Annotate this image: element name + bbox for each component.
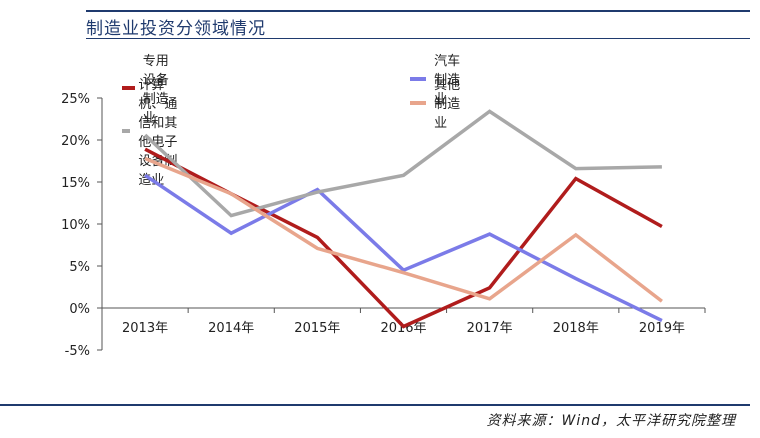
x-tick-label: 2018年: [553, 321, 599, 336]
legend-label-series-1: 汽车制造业: [434, 54, 461, 107]
y-tick-label: -5%: [65, 344, 90, 359]
legend-swatch-series-2: [122, 129, 131, 133]
legend-item-series-1: 汽车制造业: [410, 50, 465, 107]
legend-label-series-3: 其他制造业: [434, 78, 461, 131]
legend-item-series-0: 专用设备制造业: [122, 50, 177, 126]
title-bottom-rule: [86, 38, 750, 39]
series-line-3: [144, 156, 663, 303]
y-tick-label: 20%: [61, 134, 90, 149]
series-line-1: [144, 173, 663, 323]
legend-item-series-2: 计算机、通信和其他电子设备制造业: [122, 74, 190, 188]
chart-title: 制造业投资分领域情况: [86, 19, 266, 39]
legend-swatch-series-0: [122, 86, 135, 90]
title-top-rule: [86, 10, 750, 12]
x-tick-label: 2016年: [380, 321, 426, 336]
footer-rule: [0, 404, 750, 406]
x-tick-label: 2017年: [467, 321, 513, 336]
series-lines: [143, 109, 663, 329]
x-tick-label: 2013年: [122, 321, 168, 336]
x-tick-label: 2014年: [208, 321, 254, 336]
title-bar: 制造业投资分领域情况: [0, 0, 760, 40]
y-tick-label: 25%: [61, 92, 90, 107]
y-tick-label: 5%: [69, 260, 90, 275]
legend-swatch-series-1: [410, 76, 427, 81]
y-tick-label: 10%: [61, 218, 90, 233]
series-line-2: [143, 109, 662, 218]
legend-label-series-0: 专用设备制造业: [142, 54, 169, 126]
x-axis: 2013年 2014年 2015年 2016年 2017年 2018年 2019年: [101, 307, 706, 336]
y-axis: -5% 0% 5% 10% 15% 20% 25%: [61, 92, 103, 359]
x-tick-label: 2015年: [294, 321, 340, 336]
legend-item-series-3: 其他制造业: [410, 74, 465, 131]
x-tick-label: 2019年: [639, 321, 685, 336]
legend-label-series-2: 计算机、通信和其他电子设备制造业: [138, 78, 178, 188]
y-tick-label: 0%: [69, 302, 90, 317]
legend-swatch-series-3: [410, 100, 427, 105]
source-note: 资料来源：Wind，太平洋研究院整理: [486, 413, 736, 429]
y-tick-label: 15%: [61, 176, 90, 191]
